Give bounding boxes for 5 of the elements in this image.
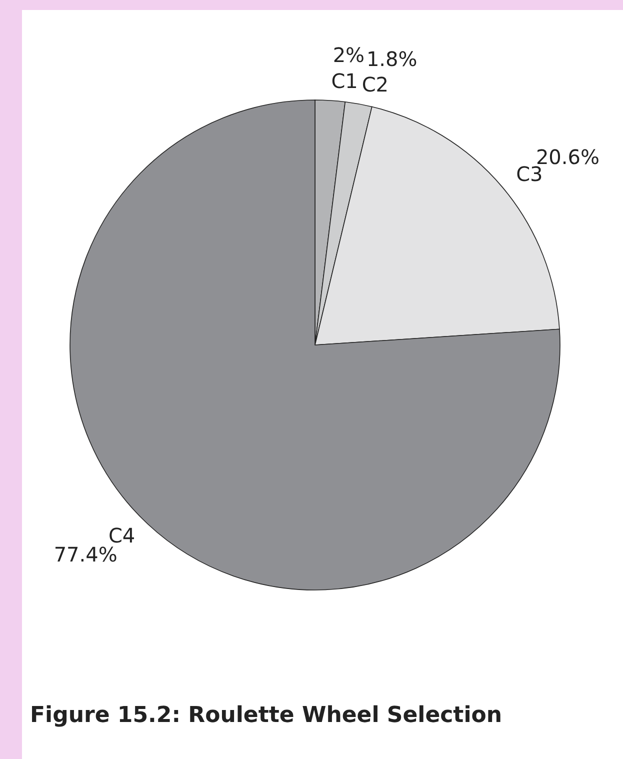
text: Figure 15.2: Roulette Wheel Selection	[30, 703, 502, 728]
slice-label: C2	[362, 72, 389, 97]
data-label: 2%	[332, 43, 365, 68]
data-label: 1.8%	[366, 47, 418, 72]
slice-label: C1	[331, 68, 358, 93]
